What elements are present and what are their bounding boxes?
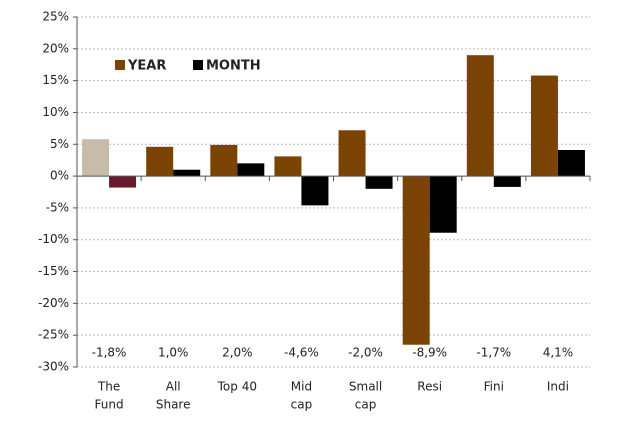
x-tick-label: Small <box>349 380 382 394</box>
x-tick-label: All <box>166 380 181 394</box>
data-label: -8,9% <box>412 346 447 360</box>
bar <box>237 163 265 177</box>
bar <box>146 146 174 177</box>
y-tick-label: -15% <box>38 264 69 278</box>
bar <box>365 176 393 189</box>
bar <box>466 55 494 177</box>
data-label: -2,0% <box>348 346 383 360</box>
bar <box>109 176 137 188</box>
data-label: -1,8% <box>92 346 127 360</box>
data-label: -1,7% <box>476 346 511 360</box>
x-tick-label: The <box>97 380 120 394</box>
y-tick-label: -5% <box>46 200 69 214</box>
y-tick-label: -30% <box>38 360 69 374</box>
x-tick-label: Share <box>156 398 191 412</box>
x-tick-label: Top 40 <box>217 380 257 394</box>
y-tick-label: -10% <box>38 232 69 246</box>
y-tick-label: 5% <box>50 137 69 151</box>
data-label: 1,0% <box>158 346 189 360</box>
y-tick-label: 15% <box>42 73 69 87</box>
x-tick-label: cap <box>355 398 377 412</box>
bar <box>173 169 201 177</box>
x-tick-label: Resi <box>417 380 442 394</box>
bar <box>429 176 457 233</box>
bar <box>530 75 558 177</box>
legend-swatch <box>193 60 203 70</box>
bar <box>274 156 302 177</box>
bar <box>402 176 430 345</box>
x-tick-label: Fund <box>95 398 124 412</box>
legend-label: MONTH <box>206 59 261 74</box>
data-label: 4,1% <box>543 346 574 360</box>
x-tick-label: Fini <box>484 380 504 394</box>
y-tick-label: 10% <box>42 105 69 119</box>
y-tick-label: -25% <box>38 328 69 342</box>
bar <box>82 139 110 177</box>
bar <box>557 150 585 177</box>
x-tick-label: Indi <box>547 380 569 394</box>
legend-swatch <box>115 60 125 70</box>
bar <box>338 130 366 177</box>
data-label: -4,6% <box>284 346 319 360</box>
y-tick-label: 25% <box>42 10 69 24</box>
legend-box <box>93 53 290 79</box>
data-label: 2,0% <box>222 346 253 360</box>
bar <box>210 144 238 177</box>
y-tick-label: 0% <box>50 169 69 183</box>
x-tick-label: cap <box>291 398 313 412</box>
y-tick-label: 20% <box>42 41 69 55</box>
bar <box>493 176 521 187</box>
x-tick-label: Mid <box>291 380 312 394</box>
legend-label: YEAR <box>127 59 166 74</box>
bar <box>301 176 329 206</box>
y-tick-label: -20% <box>38 296 69 310</box>
